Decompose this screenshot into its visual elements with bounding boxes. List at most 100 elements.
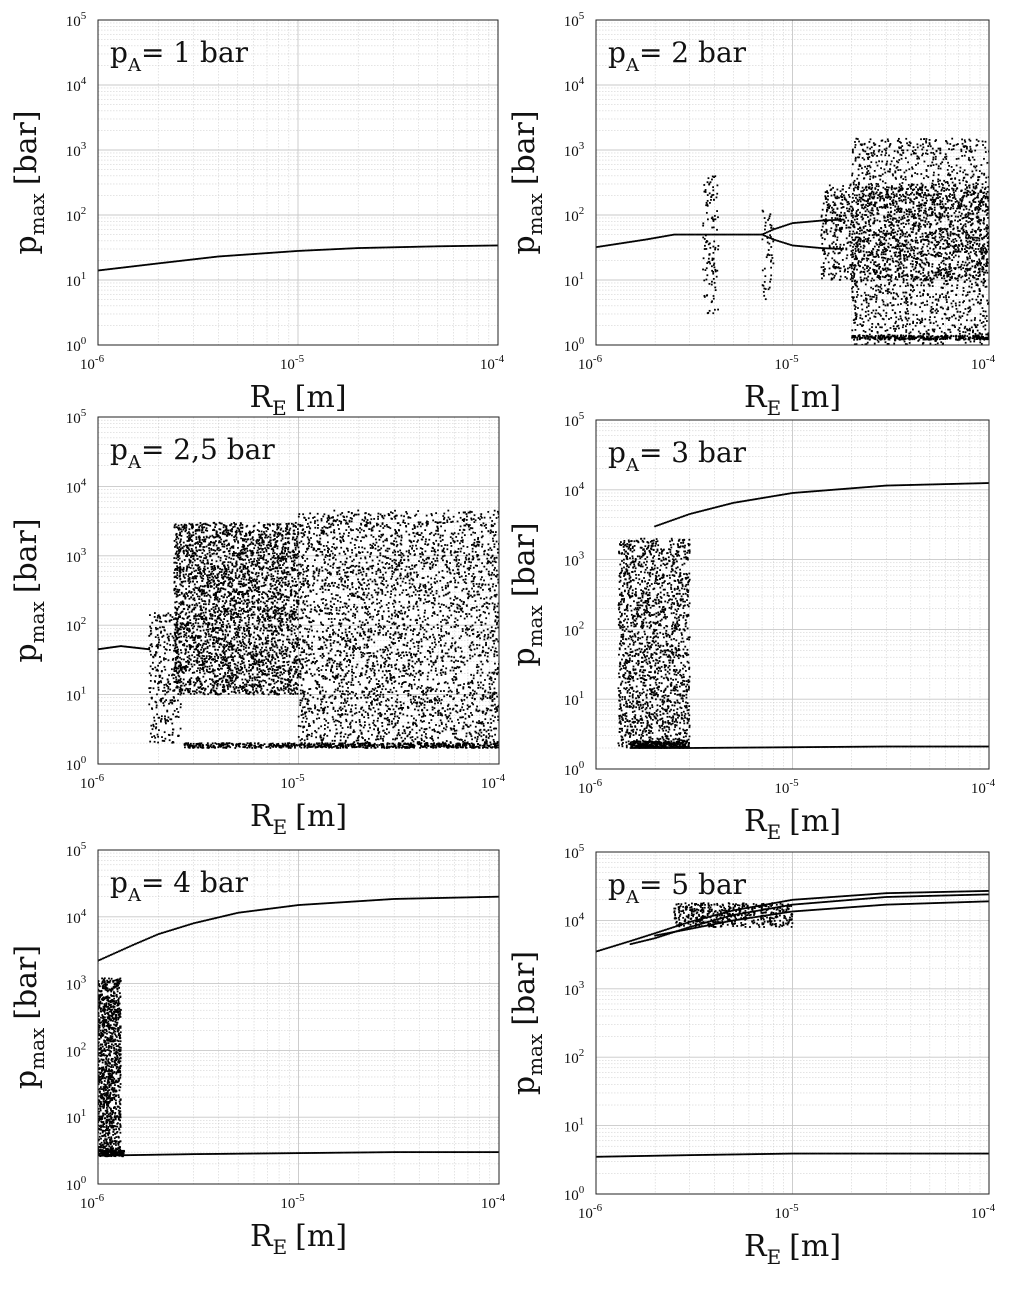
data-point (838, 229, 841, 231)
data-point (909, 198, 912, 201)
data-point (284, 250, 287, 253)
data-point (766, 237, 769, 239)
data-point (922, 238, 925, 241)
data-point (823, 238, 826, 241)
data-point (956, 310, 959, 313)
data-point (890, 188, 893, 191)
data-point (925, 253, 928, 256)
data-point (902, 222, 905, 225)
data-point (863, 230, 866, 233)
data-point (170, 718, 173, 721)
data-point (952, 207, 955, 210)
data-point (941, 203, 944, 206)
data-point (915, 261, 918, 263)
data-point (900, 245, 902, 247)
data-point (910, 153, 913, 156)
data-point (948, 195, 951, 197)
data-point (896, 166, 899, 168)
data-point (799, 245, 802, 248)
data-point (983, 172, 986, 175)
data-point (614, 243, 617, 246)
data-point (950, 240, 953, 243)
data-point (961, 243, 964, 246)
data-point (848, 187, 851, 189)
data-point (941, 214, 944, 217)
data-point (871, 209, 874, 212)
data-point (961, 138, 963, 141)
data-point (979, 263, 982, 266)
data-point (847, 241, 850, 244)
data-point (869, 239, 872, 242)
data-point (871, 196, 873, 199)
data-point (894, 205, 897, 208)
data-point (194, 258, 197, 261)
data-point (862, 329, 865, 332)
data-point (873, 315, 876, 318)
data-point (934, 245, 937, 247)
data-point (914, 172, 916, 174)
data-point (870, 203, 873, 206)
data-point (972, 186, 975, 189)
data-point (905, 291, 908, 294)
data-point (854, 321, 856, 324)
data-point (305, 249, 307, 252)
data-point (891, 237, 894, 239)
data-point (227, 645, 230, 648)
data-point (952, 238, 955, 241)
data-point (770, 274, 773, 277)
data-point (886, 160, 889, 163)
data-point (855, 137, 858, 140)
data-point (210, 256, 213, 259)
data-point (872, 247, 875, 250)
data-point (179, 679, 182, 682)
data-point (848, 266, 851, 269)
data-point (965, 231, 967, 234)
data-point (768, 286, 771, 289)
data-point (897, 221, 900, 224)
data-point (967, 221, 970, 224)
data-point (935, 308, 938, 311)
data-point (939, 213, 942, 215)
data-point (888, 154, 890, 157)
data-point (958, 273, 961, 276)
data-point (770, 237, 773, 240)
data-point (872, 222, 875, 225)
data-point (850, 273, 852, 275)
data-point (851, 148, 854, 151)
data-point (111, 646, 113, 649)
data-point (158, 680, 160, 683)
data-point (905, 266, 908, 269)
data-point (897, 267, 900, 270)
data-point (979, 313, 982, 316)
data-point (848, 207, 851, 210)
data-point (895, 320, 897, 323)
data-point (402, 246, 405, 248)
data-point (241, 583, 244, 586)
data-point (269, 251, 272, 254)
data-point (213, 629, 216, 632)
data-point (887, 211, 890, 214)
data-point (914, 152, 917, 155)
data-point (916, 295, 918, 297)
data-point (993, 246, 995, 248)
data-point (953, 267, 956, 270)
data-point (864, 150, 867, 153)
data-point (865, 240, 868, 243)
data-point (862, 217, 865, 220)
data-point (644, 238, 647, 241)
data-point (991, 210, 993, 212)
data-point (989, 269, 991, 271)
data-point (941, 161, 944, 164)
data-point (954, 198, 957, 201)
data-point (670, 234, 672, 237)
data-point (942, 206, 945, 209)
data-point (712, 226, 715, 229)
data-point (845, 226, 848, 229)
data-point (949, 234, 952, 237)
data-point (153, 263, 155, 265)
data-point (716, 228, 718, 231)
data-point (931, 271, 934, 274)
data-point (836, 188, 839, 191)
data-point (276, 251, 279, 254)
data-point (964, 325, 967, 328)
